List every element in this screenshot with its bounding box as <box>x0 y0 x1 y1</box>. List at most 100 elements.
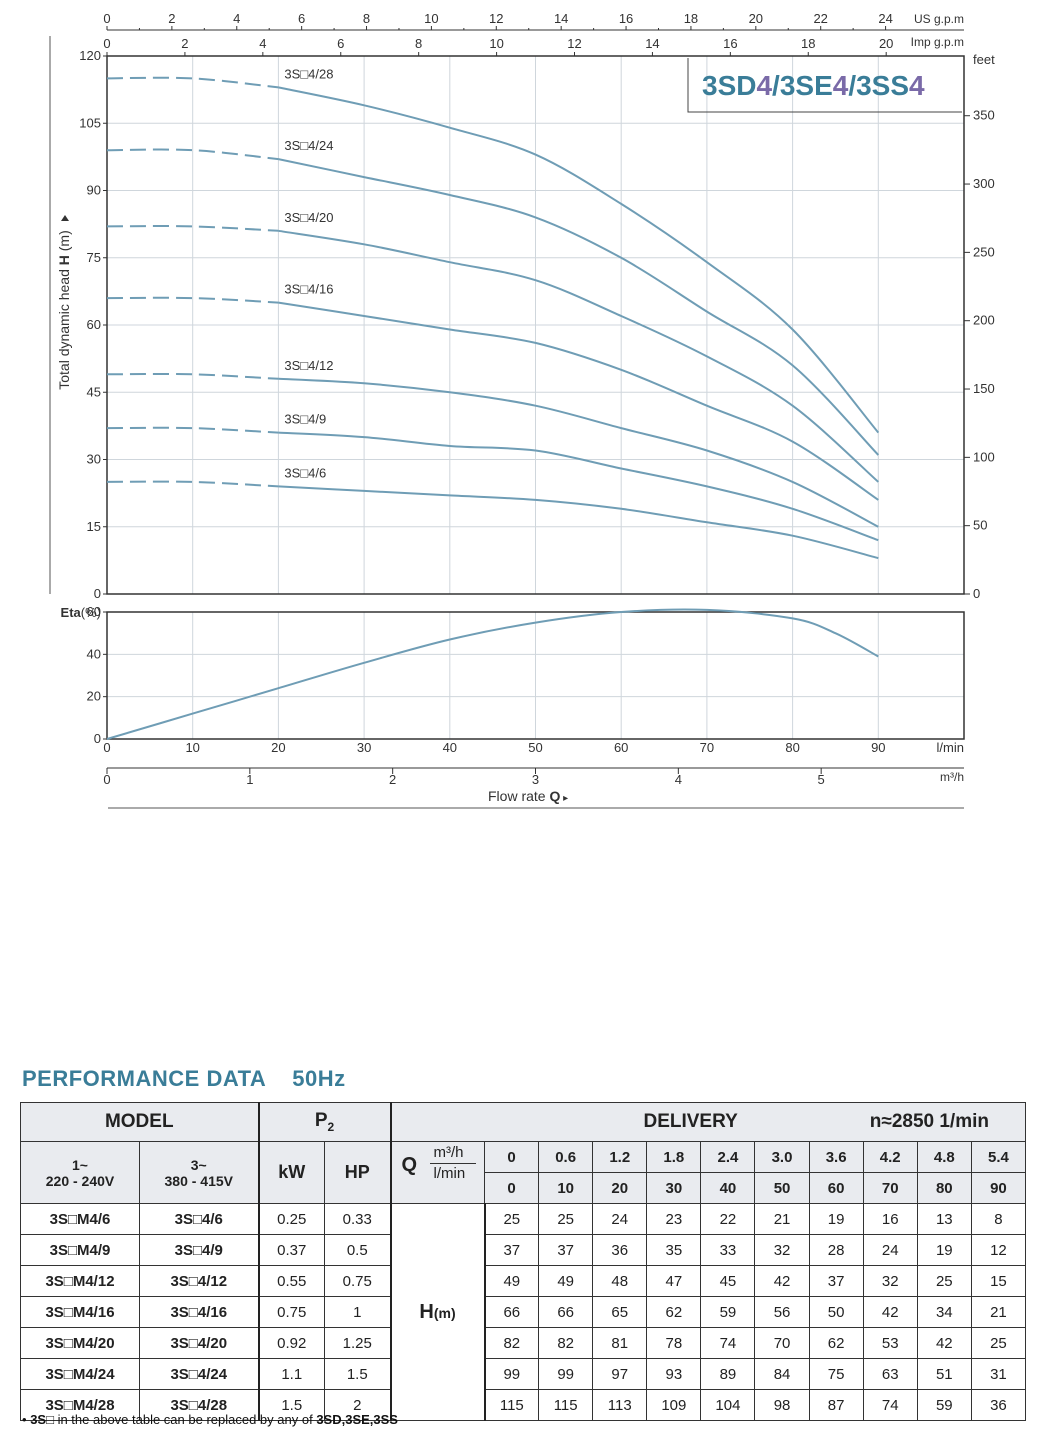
performance-table: MODEL P2 DELIVERY n≈2850 1/min 1~ 220 - 2… <box>19 1102 1027 1421</box>
head-value-6: 75 <box>808 1358 864 1390</box>
performance-chart: 0153045607590105120050100150200250300350… <box>49 11 995 809</box>
footnote: • 3S□ in the above table can be replaced… <box>22 1412 398 1427</box>
performance-title: PERFORMANCE DATA 50Hz <box>22 1066 372 1092</box>
feet-tick-label: 250 <box>973 244 995 259</box>
kw-header: kW <box>258 1141 326 1204</box>
head-value-8: 59 <box>916 1389 972 1421</box>
head-value-9: 31 <box>970 1358 1027 1390</box>
phase-3-header: 3~ 380 - 415V <box>138 1141 260 1204</box>
head-value-7: 24 <box>862 1234 918 1266</box>
model-3-phase: 3S□4/20 <box>138 1327 260 1359</box>
p2-label: P <box>314 1110 328 1132</box>
eta-y-tick-label: 40 <box>87 646 101 661</box>
head-value-6: 19 <box>808 1203 864 1235</box>
lmin-value-5: 50 <box>754 1172 810 1204</box>
power-kw: 0.75 <box>258 1296 326 1328</box>
head-value-4: 45 <box>700 1265 756 1297</box>
us-gpm-tick-label: 2 <box>168 11 175 26</box>
power-kw: 0.55 <box>258 1265 326 1297</box>
p2-header: P2 <box>258 1102 392 1142</box>
table-row: 3S□M4/28 3S□4/28 1.5 2 115 115 113 109 104 98 87 74… <box>20 1389 1027 1421</box>
imp-gpm-tick-label: 2 <box>181 36 188 51</box>
lmin-value-8: 80 <box>916 1172 972 1204</box>
power-hp: 1.25 <box>324 1327 392 1359</box>
us-gpm-tick-label: 24 <box>878 11 892 26</box>
lmin-value-1: 10 <box>538 1172 594 1204</box>
phase-1-symbol: 1~ <box>72 1156 88 1173</box>
head-value-8: 13 <box>916 1203 972 1235</box>
head-value-8: 19 <box>916 1234 972 1266</box>
power-hp: 0.5 <box>324 1234 392 1266</box>
head-value-5: 98 <box>754 1389 810 1421</box>
head-value-6: 87 <box>808 1389 864 1421</box>
table-row: 3S□M4/20 3S□4/20 0.92 1.25 82 82 81 78 74 70 62 53 4… <box>20 1327 1027 1359</box>
power-hp: 2 <box>324 1389 392 1421</box>
q-unit-divider <box>429 1163 476 1164</box>
eta-chart-grid <box>107 611 964 739</box>
head-value-0: 99 <box>484 1358 540 1390</box>
m3h-tick-label: 2 <box>389 772 396 787</box>
head-value-7: 16 <box>862 1203 918 1235</box>
head-curve-6 <box>278 485 879 560</box>
head-curve-label-1: 3S□4/24 <box>284 138 333 153</box>
us-gpm-tick-label: 10 <box>424 11 438 26</box>
lmin-unit-label: l/min <box>937 740 964 755</box>
head-value-4: 74 <box>700 1327 756 1359</box>
power-hp: 0.75 <box>324 1265 392 1297</box>
chart-title-box: 3SD4/3SE4/3SS4 <box>687 58 962 113</box>
head-curve-dashed-5 <box>106 426 279 434</box>
head-value-7: 63 <box>862 1358 918 1390</box>
hp-header: HP <box>324 1141 392 1204</box>
eta-curve-line <box>106 608 879 740</box>
lmin-value-3: 30 <box>646 1172 702 1204</box>
head-value-3: 93 <box>646 1358 702 1390</box>
model-3-phase: 3S□4/9 <box>138 1234 260 1266</box>
power-hp: 1.5 <box>324 1358 392 1390</box>
head-value-5: 32 <box>754 1234 810 1266</box>
footnote-part-3: 3SD,3SE,3SS <box>316 1412 398 1427</box>
feet-tick-label: 0 <box>973 586 980 601</box>
head-curve-label-5: 3S□4/9 <box>284 412 326 427</box>
head-value-3: 35 <box>646 1234 702 1266</box>
head-value-2: 113 <box>592 1389 648 1421</box>
chart-title-part-2: 4 <box>756 70 772 101</box>
head-value-3: 109 <box>646 1389 702 1421</box>
head-y-tick-label: 0 <box>94 586 101 601</box>
head-value-3: 47 <box>646 1265 702 1297</box>
lmin-value-6: 60 <box>808 1172 864 1204</box>
head-value-7: 53 <box>862 1327 918 1359</box>
us-gpm-tick-label: 6 <box>298 11 305 26</box>
feet-tick-label: 200 <box>973 313 995 328</box>
performance-frequency: 50Hz <box>292 1066 346 1091</box>
head-curve-0 <box>278 86 880 434</box>
head-curve-1 <box>278 158 880 456</box>
phase-1-header: 1~ 220 - 240V <box>20 1141 140 1204</box>
performance-table-body: 3S□M4/6 3S□4/6 0.25 0.33 H(m) 25 25 24 23 22 21 19 1… <box>20 1203 1027 1421</box>
q-label: Q <box>401 1154 418 1176</box>
imp-gpm-tick-label: 6 <box>337 36 344 51</box>
head-value-3: 62 <box>646 1296 702 1328</box>
feet-tick-label: 300 <box>973 176 995 191</box>
head-value-5: 42 <box>754 1265 810 1297</box>
head-value-3: 23 <box>646 1203 702 1235</box>
m3h-value-5: 3.0 <box>754 1141 810 1173</box>
head-y-tick-label: 15 <box>87 519 101 534</box>
us-gpm-tick-label: 8 <box>363 11 370 26</box>
head-value-9: 25 <box>970 1327 1027 1359</box>
lmin-tick-label: 60 <box>614 740 628 755</box>
head-value-4: 33 <box>700 1234 756 1266</box>
m3h-value-9: 5.4 <box>970 1141 1027 1173</box>
chart-title-part-1: 3SD <box>702 70 756 101</box>
delivery-header: DELIVERY n≈2850 1/min <box>390 1102 1026 1142</box>
head-chart-grid <box>107 56 964 594</box>
m3h-unit-label: m³/h <box>940 770 964 784</box>
imp-gpm-tick-label: 8 <box>415 36 422 51</box>
q-unit-header: Q m³/h l/min <box>390 1141 486 1204</box>
table-header-row-3: 0 10 20 30 40 50 60 70 80 90 <box>21 1172 1027 1204</box>
us-gpm-tick-label: 20 <box>749 11 763 26</box>
head-chart-curves: 3S□4/28 3S□4/24 3S□4/20 3S□4/16 3S□4/12 3S□4/… <box>106 66 880 560</box>
head-curve-dashed-1 <box>106 148 279 161</box>
model-1-phase: 3S□M4/6 <box>20 1203 140 1235</box>
power-kw: 0.25 <box>258 1203 326 1235</box>
model-3-phase: 3S□4/28 <box>138 1389 260 1421</box>
